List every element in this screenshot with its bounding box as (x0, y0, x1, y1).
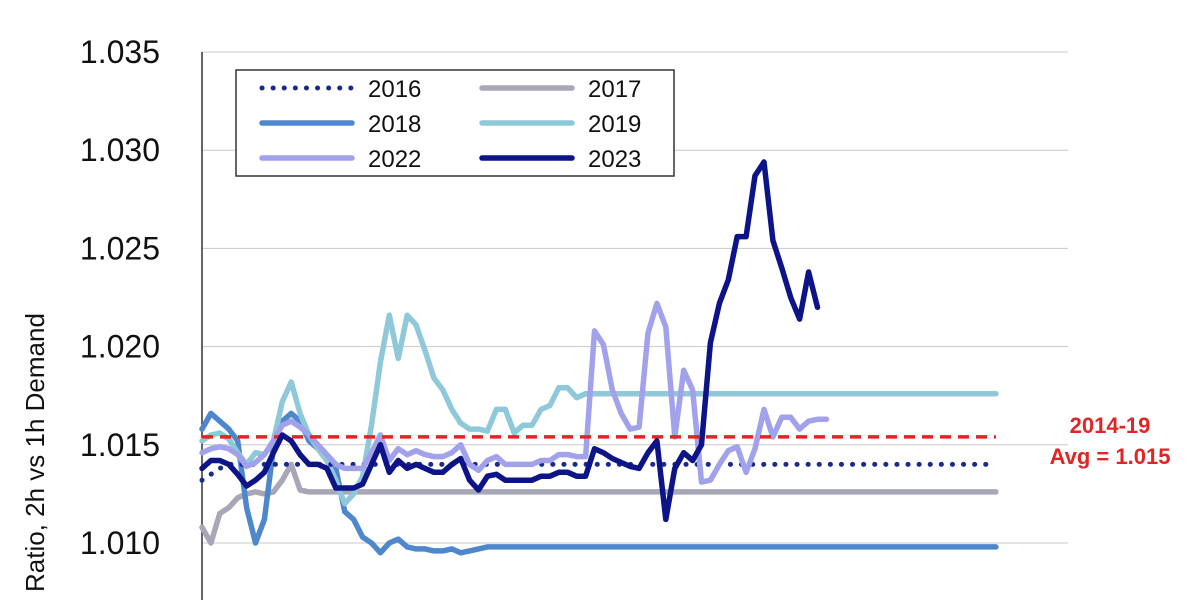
y-tick-label: 1.025 (80, 230, 160, 266)
y-tick-label: 1.030 (80, 132, 160, 168)
legend-label-2019: 2019 (588, 111, 641, 138)
y-tick-label: 1.020 (80, 329, 160, 365)
y-tick-label: 1.015 (80, 427, 160, 463)
reference-annotation-line2: Avg = 1.015 (1050, 444, 1171, 469)
y-axis-tick-labels: 1.010 1.015 1.020 1.025 1.030 1.035 (80, 34, 160, 561)
series-line-2019 (199, 312, 999, 507)
legend-label-2022: 2022 (368, 146, 421, 173)
legend: 2016 2017 2018 2019 2022 2023 (235, 69, 675, 177)
series-line-2022 (199, 300, 830, 485)
series-lines (199, 159, 999, 556)
legend-label-2016: 2016 (368, 76, 421, 103)
legend-label-2018: 2018 (368, 111, 421, 138)
y-axis-title: Ratio, 2h vs 1h Demand (20, 313, 50, 592)
legend-label-2017: 2017 (588, 76, 641, 103)
legend-label-2023: 2023 (588, 146, 641, 173)
series-line-2016 (199, 461, 999, 483)
reference-annotation-line1: 2014-19 (1070, 413, 1151, 438)
series-line-2023 (199, 159, 821, 523)
series-line-2017 (199, 461, 999, 546)
y-tick-label: 1.010 (80, 525, 160, 561)
series-line-2018 (199, 410, 999, 556)
y-tick-label: 1.035 (80, 34, 160, 70)
